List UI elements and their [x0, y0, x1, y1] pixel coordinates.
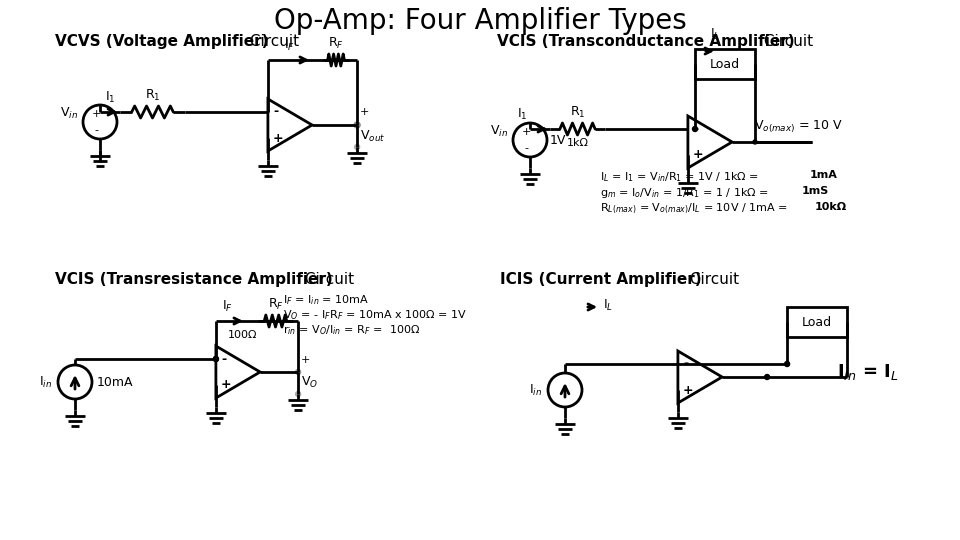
Circle shape	[296, 392, 300, 396]
Text: Circuit: Circuit	[759, 34, 813, 49]
Text: Load: Load	[802, 315, 832, 328]
Text: 1kΩ: 1kΩ	[566, 138, 588, 148]
Text: r$_{in}$ = V$_O$/I$_{in}$ = R$_F$ =  100Ω: r$_{in}$ = V$_O$/I$_{in}$ = R$_F$ = 100Ω	[283, 323, 420, 337]
Text: I$_L$: I$_L$	[710, 27, 720, 42]
Text: V$_{in}$: V$_{in}$	[490, 124, 508, 139]
Text: +: +	[273, 132, 283, 145]
Text: -: -	[273, 105, 278, 118]
Text: R$_{L(max)}$ = V$_{o(max)}$/I$_L$ = 10V / 1mA =: R$_{L(max)}$ = V$_{o(max)}$/I$_L$ = 10V …	[600, 202, 789, 217]
Text: I$_{in}$: I$_{in}$	[529, 382, 542, 397]
Bar	[695, 49, 755, 79]
Text: 1mA: 1mA	[810, 170, 838, 180]
Circle shape	[784, 361, 789, 367]
Text: Op-Amp: Four Amplifier Types: Op-Amp: Four Amplifier Types	[274, 7, 686, 35]
Text: I$_F$ = I$_{in}$ = 10mA: I$_F$ = I$_{in}$ = 10mA	[283, 293, 370, 307]
Text: R$_F$: R$_F$	[268, 297, 283, 312]
Text: Circuit: Circuit	[685, 272, 739, 287]
Circle shape	[753, 140, 757, 144]
Bar	[787, 307, 847, 337]
Text: Circuit: Circuit	[245, 34, 300, 49]
Text: -: -	[524, 143, 528, 153]
Text: VCVS (Voltage Amplifier): VCVS (Voltage Amplifier)	[55, 34, 269, 49]
Text: -: -	[301, 395, 305, 405]
Text: R$_F$: R$_F$	[328, 36, 344, 51]
Text: I$_1$: I$_1$	[105, 90, 115, 105]
Text: I$_1$: I$_1$	[517, 107, 528, 122]
Text: V$_{in}$: V$_{in}$	[60, 105, 78, 120]
Text: -: -	[683, 357, 688, 370]
Text: +: +	[221, 379, 231, 392]
Text: VCIS (Transresistance Amplifier): VCIS (Transresistance Amplifier)	[55, 272, 333, 287]
Text: 10mA: 10mA	[97, 375, 133, 388]
Circle shape	[213, 356, 219, 361]
Text: R$_1$: R$_1$	[145, 88, 160, 103]
Text: ICIS (Current Amplifier): ICIS (Current Amplifier)	[500, 272, 702, 287]
Text: -: -	[94, 125, 98, 134]
Text: +: +	[683, 383, 693, 396]
Text: I$_{in}$: I$_{in}$	[38, 374, 52, 389]
Circle shape	[764, 375, 770, 380]
Text: V$_{out}$: V$_{out}$	[360, 129, 385, 144]
Text: I$_L$: I$_L$	[603, 298, 613, 313]
Text: -: -	[360, 148, 364, 158]
Text: I$_F$: I$_F$	[223, 299, 233, 314]
Text: V$_{o(max)}$ = 10 V: V$_{o(max)}$ = 10 V	[755, 119, 843, 135]
Text: +: +	[521, 127, 531, 137]
Circle shape	[354, 122, 360, 128]
Circle shape	[354, 145, 360, 150]
Text: Circuit: Circuit	[300, 272, 354, 287]
Text: VCIS (Transconductance Amplifier): VCIS (Transconductance Amplifier)	[497, 34, 795, 49]
Text: V$_O$ = - I$_F$R$_F$ = 10mA x 100Ω = 1V: V$_O$ = - I$_F$R$_F$ = 10mA x 100Ω = 1V	[283, 308, 468, 322]
Text: -: -	[693, 123, 698, 136]
Text: I$_F$: I$_F$	[284, 38, 296, 53]
Text: +: +	[91, 109, 101, 119]
Circle shape	[213, 356, 219, 361]
Text: 100Ω: 100Ω	[228, 330, 257, 340]
Text: 1V: 1V	[550, 133, 566, 146]
Text: I$_L$ = I$_1$ = V$_{in}$/R$_1$ = 1V / 1kΩ =: I$_L$ = I$_1$ = V$_{in}$/R$_1$ = 1V / 1k…	[600, 170, 760, 184]
Text: V$_O$: V$_O$	[301, 375, 319, 390]
Text: +: +	[301, 355, 310, 365]
Text: Load: Load	[710, 57, 740, 71]
Circle shape	[692, 126, 698, 132]
Text: g$_m$ = I$_o$/V$_{in}$ = 1/R$_1$ = 1 / 1kΩ =: g$_m$ = I$_o$/V$_{in}$ = 1/R$_1$ = 1 / 1…	[600, 186, 770, 200]
Text: R$_1$: R$_1$	[569, 105, 586, 120]
Text: I$_{In}$ = I$_L$: I$_{In}$ = I$_L$	[837, 362, 899, 382]
Circle shape	[296, 369, 300, 375]
Text: 10kΩ: 10kΩ	[815, 202, 847, 212]
Text: 1mS: 1mS	[802, 186, 829, 196]
Text: +: +	[693, 148, 704, 161]
Text: -: -	[221, 353, 226, 366]
Text: +: +	[360, 107, 370, 117]
